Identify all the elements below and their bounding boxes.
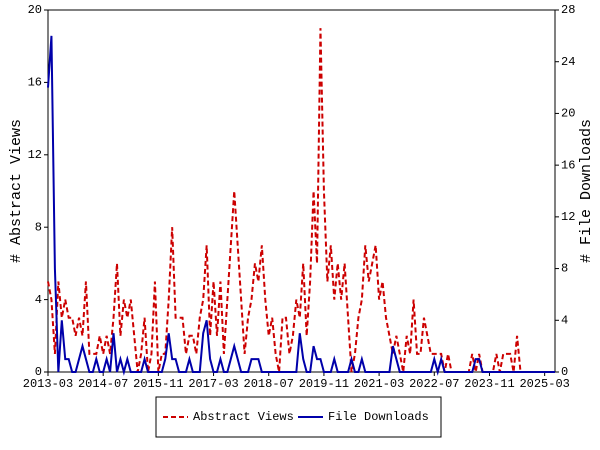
y-tick-label: 4 — [35, 293, 42, 307]
legend-label: File Downloads — [328, 410, 429, 424]
series-line — [47, 35, 555, 376]
y2-tick-label: 8 — [561, 262, 568, 276]
x-tick-label: 2018-07 — [244, 377, 294, 391]
x-tick-label: 2021-03 — [354, 377, 404, 391]
y2-tick-label: 28 — [561, 3, 575, 17]
x-tick-label: 2015-11 — [133, 377, 183, 391]
y2-tick-label: 16 — [561, 158, 575, 172]
y-tick-label: 16 — [28, 76, 42, 90]
y2-tick-label: 24 — [561, 55, 575, 69]
x-tick-label: 2022-07 — [409, 377, 459, 391]
y-tick-label: 12 — [28, 148, 42, 162]
y2-tick-label: 4 — [561, 313, 568, 327]
plot-frame — [47, 9, 556, 373]
series-line — [47, 28, 555, 373]
x-tick-label: 2017-03 — [188, 377, 238, 391]
y-tick-label: 8 — [35, 220, 42, 234]
legend-label: Abstract Views — [193, 410, 294, 424]
x-tick-label: 2023-11 — [464, 377, 514, 391]
x-tick-label: 2013-03 — [23, 377, 73, 391]
y2-axis-label: # File Downloads — [578, 119, 595, 263]
y2-tick-label: 20 — [561, 107, 575, 121]
x-tick-label: 2019-11 — [299, 377, 349, 391]
y-axis-label: # Abstract Views — [8, 119, 25, 263]
x-tick-label: 2014-07 — [78, 377, 128, 391]
x-tick-label: 2025-03 — [519, 377, 569, 391]
y2-tick-label: 0 — [561, 365, 568, 379]
y-tick-label: 20 — [28, 3, 42, 17]
y2-tick-label: 12 — [561, 210, 575, 224]
y-tick-label: 0 — [35, 365, 42, 379]
